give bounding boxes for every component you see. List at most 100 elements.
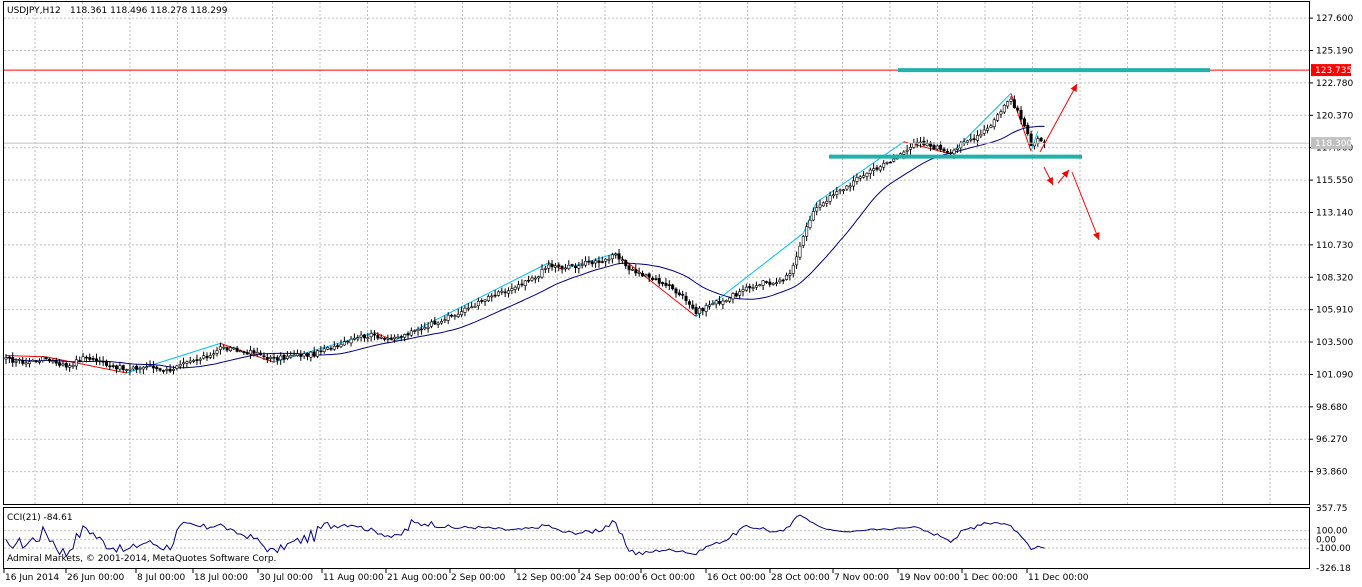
- candle-body: [694, 307, 698, 314]
- candle-body: [634, 269, 638, 274]
- candle-body: [724, 300, 728, 302]
- candle-body: [352, 337, 356, 340]
- candle-body: [965, 140, 969, 143]
- candle-body: [21, 360, 25, 364]
- candle-body: [989, 125, 993, 128]
- forecast-arrow-head: [1093, 232, 1100, 240]
- candle-body: [828, 195, 832, 202]
- candle-body: [1029, 133, 1033, 146]
- candle-body: [84, 356, 88, 359]
- candle-body: [553, 265, 557, 268]
- candle-body: [573, 265, 577, 269]
- candle-body: [366, 337, 370, 339]
- candle-body: [731, 293, 735, 300]
- time-tick-label: 30 Jul 00:00: [259, 573, 313, 583]
- candle-body: [778, 279, 782, 283]
- candle-body: [527, 279, 531, 282]
- candle-body: [986, 127, 990, 131]
- candle-body: [182, 362, 186, 365]
- forecast-arrows: [1039, 83, 1100, 241]
- candle-body: [584, 261, 588, 266]
- candle-body: [1016, 107, 1020, 111]
- candle-body: [952, 149, 956, 155]
- levels: [4, 68, 1309, 159]
- candle-body: [855, 177, 859, 182]
- candle-body: [942, 148, 946, 152]
- price-tick-label: 120.370: [1316, 111, 1353, 121]
- candle-body: [681, 294, 685, 296]
- cci-frame: [3, 507, 1310, 569]
- candle-body: [279, 355, 283, 361]
- candle-body: [620, 259, 624, 262]
- price-tick-label: 122.780: [1316, 79, 1353, 89]
- candle-body: [255, 352, 259, 355]
- candle-body: [875, 167, 879, 170]
- forecast-arrow-head: [1070, 84, 1077, 92]
- candle-body: [805, 226, 809, 237]
- candle-body: [155, 366, 159, 370]
- price-tick-label: 113.140: [1316, 208, 1353, 218]
- time-tick-label: 19 Nov 00:00: [899, 573, 960, 583]
- candle-body: [577, 265, 581, 269]
- candle-body: [446, 314, 450, 321]
- cci-level-label: 357.75: [1316, 504, 1348, 514]
- candle-body: [339, 343, 343, 347]
- candle-body: [728, 297, 732, 302]
- candle-body: [393, 336, 397, 340]
- candle-body: [657, 278, 661, 284]
- candle-body: [413, 330, 417, 332]
- zigzag-segment: [903, 141, 951, 155]
- candle-body: [959, 142, 963, 149]
- candle-body: [111, 365, 115, 367]
- cci-level-label: 100.00: [1316, 527, 1348, 537]
- candle-body: [798, 245, 802, 258]
- candle-body: [249, 349, 253, 355]
- candle-body: [121, 365, 125, 371]
- candle-body: [1012, 99, 1016, 108]
- candle-body: [329, 347, 333, 350]
- candle-body: [68, 365, 72, 368]
- candle-body: [319, 350, 323, 353]
- candle-body: [359, 334, 363, 338]
- candle-body: [172, 369, 176, 371]
- candle-body: [11, 357, 15, 363]
- candle-body: [674, 288, 678, 294]
- candle-body: [718, 300, 722, 304]
- time-tick-label: 11 Dec 00:00: [1028, 573, 1089, 583]
- candle-body: [500, 290, 504, 293]
- candle-body: [37, 361, 41, 363]
- time-tick-label: 7 Nov 00:00: [834, 573, 889, 583]
- candle-body: [945, 151, 949, 153]
- candle-body: [691, 304, 695, 309]
- price-tick-label: 105.910: [1316, 306, 1353, 316]
- candle-body: [439, 321, 443, 324]
- candle-body: [165, 369, 169, 371]
- cci-level-label: 0.00: [1316, 535, 1336, 545]
- candle-body: [594, 260, 598, 264]
- candle-body: [560, 265, 564, 269]
- candle-body: [399, 336, 403, 338]
- candle-body: [1006, 101, 1010, 107]
- forecast-arrow-line: [1071, 171, 1100, 241]
- candle-body: [614, 253, 618, 256]
- time-tick-label: 11 Aug 00:00: [323, 573, 384, 583]
- candle-body: [838, 189, 842, 192]
- price-tick-label: 110.730: [1316, 241, 1353, 251]
- candle-body: [262, 355, 266, 358]
- cci-level-label: -326.18: [1316, 564, 1351, 574]
- candle-body: [852, 180, 856, 187]
- candle-body: [312, 351, 316, 357]
- candle-body: [932, 145, 936, 150]
- candle-body: [972, 138, 976, 140]
- candle-body: [1022, 118, 1026, 127]
- candle-body: [1002, 105, 1006, 113]
- candle-body: [436, 322, 440, 325]
- candle-body: [617, 253, 621, 260]
- candle-body: [51, 360, 55, 363]
- time-tick-label: 12 Sep 00:00: [516, 573, 576, 583]
- candle-body: [664, 282, 668, 286]
- candle-body: [935, 145, 939, 150]
- candle-body: [269, 356, 273, 359]
- candle-body: [403, 334, 407, 338]
